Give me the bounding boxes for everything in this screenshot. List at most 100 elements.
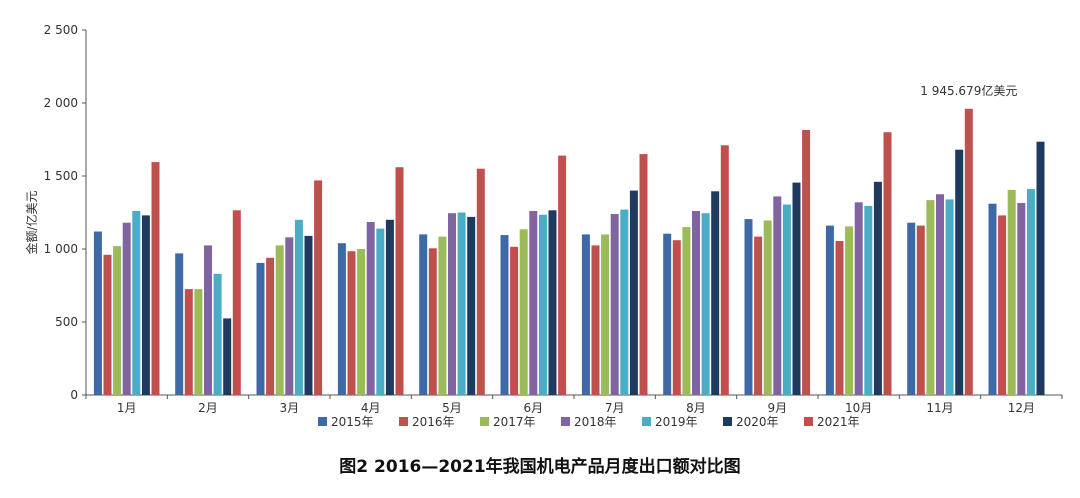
bar — [825, 225, 834, 395]
bar — [916, 225, 925, 395]
peak-annotation: 1 945.679亿美元 — [920, 83, 1017, 98]
bar — [744, 219, 753, 395]
bar — [357, 249, 366, 395]
figure-caption: 图2 2016—2021年我国机电产品月度出口额对比图 — [339, 457, 741, 477]
x-tick-label: 6月 — [524, 401, 544, 415]
bar — [294, 219, 303, 395]
legend-swatch — [480, 417, 489, 426]
legend-swatch — [723, 417, 732, 426]
bar — [581, 234, 590, 395]
bar — [194, 289, 203, 395]
legend-swatch — [561, 417, 570, 426]
bar — [304, 235, 313, 395]
bar — [763, 220, 772, 395]
bar — [476, 168, 485, 395]
y-tick-label: 1 000 — [44, 242, 78, 256]
bar — [175, 253, 184, 395]
legend-label: 2019年 — [655, 415, 698, 429]
bar — [964, 108, 973, 396]
legend-swatch — [399, 417, 408, 426]
bar — [419, 234, 428, 395]
bar — [385, 219, 394, 395]
bar — [113, 246, 122, 395]
bar — [151, 162, 160, 395]
bar — [510, 246, 519, 395]
bar — [438, 236, 447, 395]
bar — [558, 155, 567, 395]
bar — [314, 180, 323, 395]
bar — [955, 149, 964, 395]
bar — [538, 214, 547, 395]
legend-label: 2016年 — [412, 415, 455, 429]
bar — [773, 196, 782, 395]
bar — [103, 254, 112, 395]
bar — [907, 222, 916, 395]
bar — [682, 227, 691, 395]
legend: 2015年 2016年 2017年 2018年 2019年 2020年 2021年 — [318, 415, 860, 429]
x-tick-label: 4月 — [361, 401, 381, 415]
bar — [223, 318, 232, 395]
bar — [591, 245, 600, 395]
bar — [792, 182, 801, 395]
y-tick-label: 1 500 — [44, 169, 78, 183]
bar — [428, 248, 437, 395]
bar — [864, 205, 873, 395]
x-tick-label: 10月 — [845, 401, 872, 415]
bar — [692, 211, 700, 395]
bar — [500, 235, 509, 395]
bar — [266, 257, 275, 395]
bar — [610, 214, 619, 395]
bar — [275, 245, 284, 395]
bar — [548, 210, 557, 395]
legend-label: 2020年 — [736, 415, 779, 429]
bar — [672, 240, 681, 395]
bar — [639, 154, 648, 395]
bar — [601, 234, 610, 395]
bar — [1007, 189, 1016, 395]
bar — [122, 222, 131, 395]
x-tick-label: 5月 — [442, 401, 462, 415]
bar — [926, 200, 935, 395]
legend-swatch — [318, 417, 327, 426]
bar — [256, 262, 265, 395]
bar — [782, 204, 791, 395]
bar — [845, 226, 854, 395]
bar — [457, 212, 466, 395]
legend-swatch — [642, 417, 651, 426]
bar — [1017, 203, 1026, 395]
x-tick-label: 7月 — [605, 401, 625, 415]
bar — [204, 245, 212, 395]
x-tick-label: 8月 — [686, 401, 706, 415]
bar — [232, 210, 241, 395]
x-tick-label: 3月 — [280, 401, 300, 415]
bar — [213, 273, 222, 395]
bars — [93, 108, 1045, 396]
bar — [998, 215, 1007, 395]
bar — [854, 202, 863, 395]
x-tick-label: 9月 — [768, 401, 788, 415]
bar — [347, 251, 356, 395]
legend-label: 2021年 — [817, 415, 860, 429]
legend-swatch — [804, 417, 813, 426]
bar — [629, 190, 638, 395]
bar — [395, 167, 404, 395]
x-tick-label: 2月 — [198, 401, 218, 415]
bar — [873, 181, 882, 395]
bar — [663, 233, 672, 395]
bar — [883, 132, 892, 395]
bar — [376, 228, 385, 395]
legend-label: 2015年 — [331, 415, 374, 429]
x-tick-label: 11月 — [926, 401, 953, 415]
legend-label: 2018年 — [574, 415, 617, 429]
y-tick-label: 500 — [55, 315, 78, 329]
bar — [184, 289, 193, 395]
bar — [1026, 189, 1035, 395]
y-tick-label: 2 000 — [44, 96, 78, 110]
bar — [366, 222, 375, 395]
bar — [337, 243, 346, 395]
bar — [945, 199, 954, 395]
bar — [988, 203, 997, 395]
bar — [93, 231, 102, 395]
y-tick-label: 2 500 — [44, 23, 78, 37]
y-axis-label: 金额/亿美元 — [24, 190, 39, 254]
